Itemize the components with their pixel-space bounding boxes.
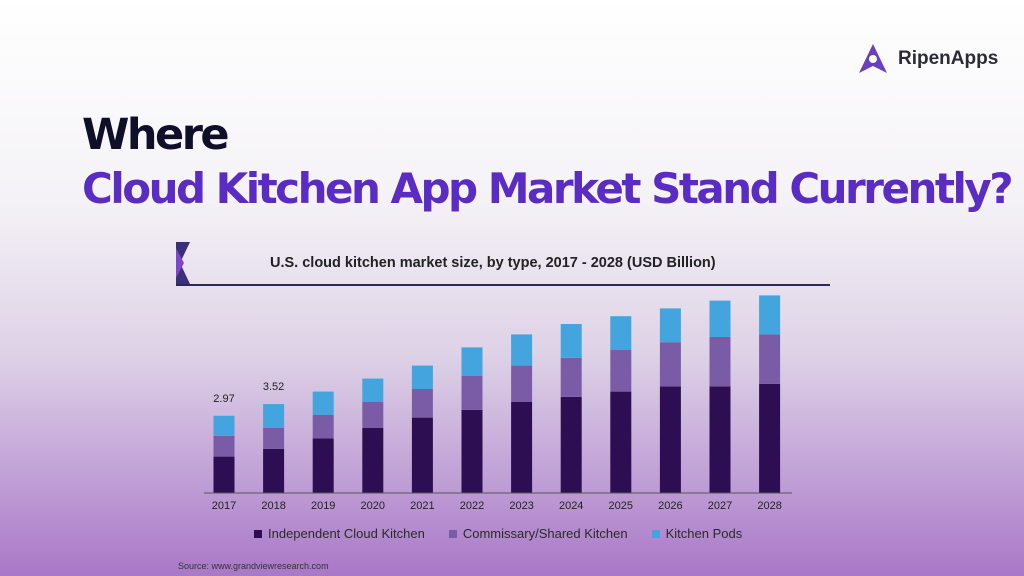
bar-segment-2018-2: [263, 404, 285, 428]
bar-segment-2020-0: [362, 428, 384, 493]
bar-segment-2017-0: [213, 456, 235, 493]
x-tick-label: 2023: [509, 500, 533, 512]
bar-segment-2020-1: [362, 402, 384, 428]
chart-bars: [213, 295, 781, 493]
bar-segment-2025-0: [610, 391, 632, 493]
bar-segment-2019-2: [312, 391, 334, 415]
data-label-2017: 2.97: [213, 393, 234, 405]
bar-segment-2021-0: [411, 417, 433, 493]
bar-segment-2026-2: [659, 308, 681, 343]
x-tick-label: 2018: [261, 500, 285, 512]
chart-title: U.S. cloud kitchen market size, by type,…: [270, 255, 716, 271]
bar-segment-2020-2: [362, 378, 384, 402]
x-tick-label: 2026: [658, 500, 682, 512]
bar-segment-2022-1: [461, 376, 483, 410]
x-tick-label: 2022: [460, 500, 484, 512]
chart-legend: Independent Cloud Kitchen Commissary/Sha…: [254, 526, 742, 541]
x-tick-label: 2028: [757, 500, 781, 512]
bar-segment-2021-2: [411, 365, 433, 389]
bar-segment-2022-0: [461, 409, 483, 493]
x-tick-label: 2020: [361, 500, 385, 512]
legend-swatch: [254, 529, 262, 538]
ripenapps-logo-icon: [859, 44, 887, 73]
bar-segment-2022-2: [461, 347, 483, 376]
bar-segment-2024-1: [560, 357, 582, 397]
bar-segment-2027-2: [709, 300, 731, 337]
legend-swatch: [448, 529, 457, 538]
bar-segment-2028-1: [759, 334, 781, 384]
x-tick-label: 2025: [609, 500, 633, 512]
x-tick-label: 2024: [559, 500, 583, 512]
x-tick-label: 2019: [311, 500, 335, 512]
bar-segment-2018-1: [263, 428, 285, 449]
bar-segment-2019-1: [312, 415, 334, 439]
bar-segment-2023-2: [511, 334, 533, 366]
legend-item-commissary: Commissary/Shared Kitchen: [448, 526, 628, 541]
chart-corner-accent-icon: [176, 242, 190, 284]
x-tick-labels: 2017 2018 2019 2020 2021 2022 2023 2024 2025 2026…: [212, 500, 782, 512]
bar-segment-2024-2: [560, 324, 582, 358]
x-tick-label: 2021: [410, 500, 434, 512]
bar-segment-2025-2: [610, 316, 632, 350]
legend-item-independent: Independent Cloud Kitchen: [254, 526, 425, 541]
heading-line-2: Cloud Kitchen App Market Stand Currently…: [82, 164, 1014, 213]
legend-label: Commissary/Shared Kitchen: [462, 526, 628, 541]
bar-segment-2028-0: [759, 383, 781, 493]
bar-segment-2028-2: [759, 295, 781, 335]
heading-line-1: Where: [82, 110, 230, 160]
bar-segment-2023-0: [511, 402, 533, 493]
bar-segment-2017-1: [213, 435, 235, 457]
chart-title-bar: [176, 242, 830, 286]
bar-segment-2026-1: [659, 342, 681, 387]
bar-segment-2024-0: [560, 396, 582, 493]
bar-segment-2023-1: [511, 365, 533, 402]
bar-segment-2021-1: [411, 389, 433, 418]
legend-label: Independent Cloud Kitchen: [268, 526, 425, 541]
data-label-2018: 3.52: [263, 381, 284, 393]
bar-segment-2019-0: [312, 438, 334, 493]
x-tick-label: 2027: [708, 500, 732, 512]
data-labels: 2.97 3.52: [213, 381, 284, 405]
legend-swatch: [651, 529, 660, 538]
legend-item-pods: Kitchen Pods: [651, 526, 743, 541]
bar-segment-2027-0: [709, 386, 731, 493]
bar-segment-2027-1: [709, 337, 731, 387]
bar-segment-2018-0: [263, 448, 285, 493]
brand-name: RipenApps: [898, 48, 999, 69]
page-heading: Where Cloud Kitchen App Market Stand Cur…: [82, 108, 1014, 216]
source-note: Source: www.grandviewresearch.com: [178, 561, 329, 571]
brand-logo: RipenApps: [856, 42, 998, 76]
bar-segment-2026-0: [659, 386, 681, 493]
bar-segment-2025-1: [610, 350, 632, 392]
legend-label: Kitchen Pods: [665, 526, 743, 541]
x-tick-label: 2017: [212, 500, 236, 512]
bar-segment-2017-2: [213, 415, 235, 436]
